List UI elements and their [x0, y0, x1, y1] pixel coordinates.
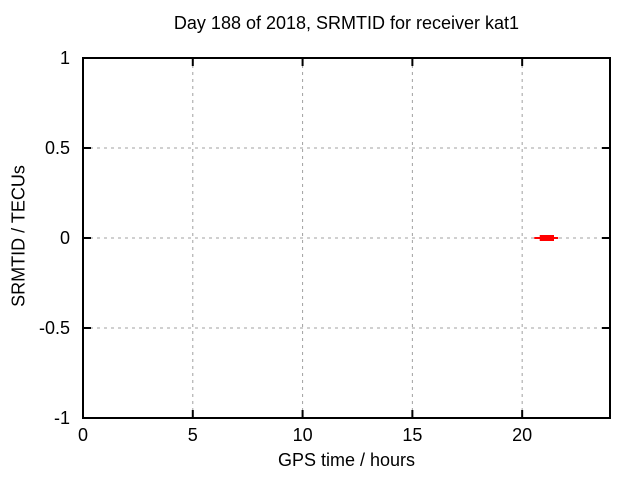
chart-title: Day 188 of 2018, SRMTID for receiver kat… [173, 13, 520, 33]
y-tick-label: 1 [60, 48, 70, 68]
y-tick-label: 0.5 [45, 138, 70, 158]
y-tick-label: -1 [54, 408, 70, 428]
x-tick-label: 0 [78, 425, 88, 445]
y-tick-label: 0 [60, 228, 70, 248]
x-tick-label: 20 [512, 425, 532, 445]
x-tick-label: 5 [188, 425, 198, 445]
x-tick-label: 15 [402, 425, 422, 445]
y-tick-label: -0.5 [39, 318, 70, 338]
x-axis-label: GPS time / hours [277, 450, 416, 470]
x-tick-label: 10 [293, 425, 313, 445]
